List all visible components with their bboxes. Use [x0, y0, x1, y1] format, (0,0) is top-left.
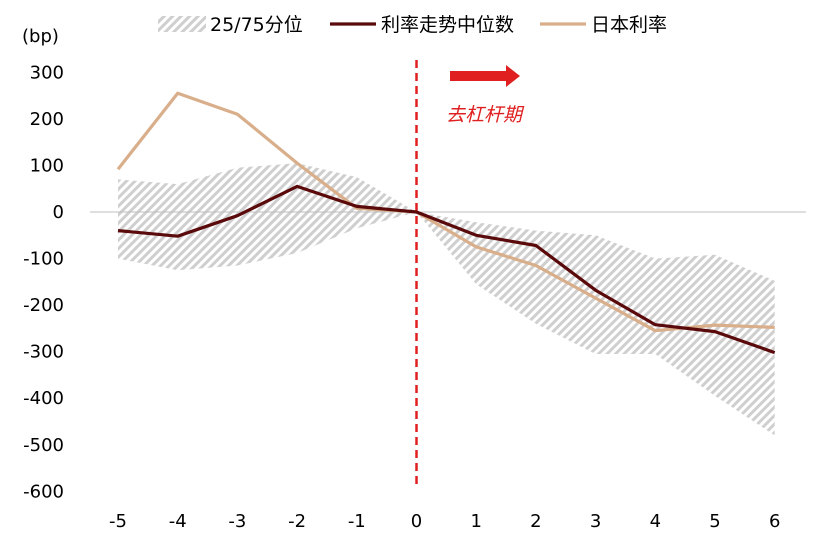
- legend-label-japan: 日本利率: [591, 14, 667, 36]
- arrow-right-icon: [450, 65, 520, 87]
- legend-swatch-band: [158, 16, 206, 32]
- x-tick-label: 0: [411, 511, 422, 532]
- y-tick-label: 0: [53, 202, 64, 223]
- x-tick-label: 4: [650, 511, 661, 532]
- y-tick-label: 200: [30, 109, 64, 130]
- legend-label-band: 25/75分位: [210, 14, 303, 36]
- series-line-median: [117, 184, 776, 355]
- x-tick-label: -4: [169, 511, 187, 532]
- y-tick-label: -200: [23, 295, 64, 316]
- x-tick-label: 6: [769, 511, 780, 532]
- y-tick-label: 100: [30, 155, 64, 176]
- y-tick-label: -300: [23, 342, 64, 363]
- annotation-label: 去杠杆期: [446, 104, 525, 126]
- y-tick-label: -400: [23, 388, 64, 409]
- x-tick-label: -2: [288, 511, 306, 532]
- y-axis-unit: (bp): [22, 26, 59, 47]
- x-tick-label: -3: [228, 511, 246, 532]
- y-tick-label: 300: [30, 62, 64, 83]
- band-25-75: [118, 163, 775, 436]
- y-tick-label: -600: [23, 481, 64, 502]
- x-tick-label: 5: [709, 511, 720, 532]
- y-tick-label: -500: [23, 435, 64, 456]
- x-tick-label: -1: [348, 511, 366, 532]
- y-tick-label: -100: [23, 249, 64, 270]
- x-tick-label: -5: [109, 511, 127, 532]
- x-tick-label: 2: [530, 511, 541, 532]
- legend-label-median: 利率走势中位数: [381, 14, 514, 36]
- series-line-japan: [116, 91, 775, 333]
- x-tick-label: 3: [590, 511, 601, 532]
- x-tick-label: 1: [470, 511, 481, 532]
